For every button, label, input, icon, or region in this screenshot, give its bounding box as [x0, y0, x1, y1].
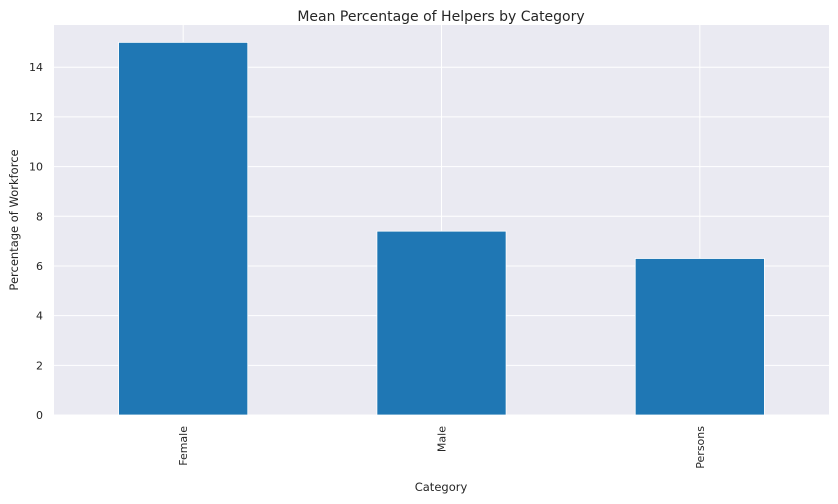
x-tick-label: Persons: [694, 426, 707, 469]
bar-female: [118, 41, 249, 416]
x-tick-label: Male: [436, 426, 449, 452]
y-tick-label: 10: [29, 161, 43, 174]
y-tick-label: 12: [29, 111, 43, 124]
bar-persons: [634, 258, 765, 416]
y-tick-label: 4: [36, 310, 43, 323]
bars: [118, 41, 765, 416]
x-axis-label: Category: [415, 480, 468, 494]
y-tick-label: 2: [36, 359, 43, 372]
bar-male: [376, 230, 507, 416]
tick-labels: 0 2 4 6 8 10 12 14 Female Male Persons: [29, 61, 707, 468]
y-tick-label: 0: [36, 409, 43, 422]
y-axis-label: Percentage of Workforce: [7, 149, 21, 290]
y-tick-label: 8: [36, 210, 43, 223]
y-tick-label: 14: [29, 61, 43, 74]
chart-title: Mean Percentage of Helpers by Category: [297, 9, 584, 25]
x-tick-label: Female: [177, 426, 190, 466]
y-tick-label: 6: [36, 260, 43, 273]
